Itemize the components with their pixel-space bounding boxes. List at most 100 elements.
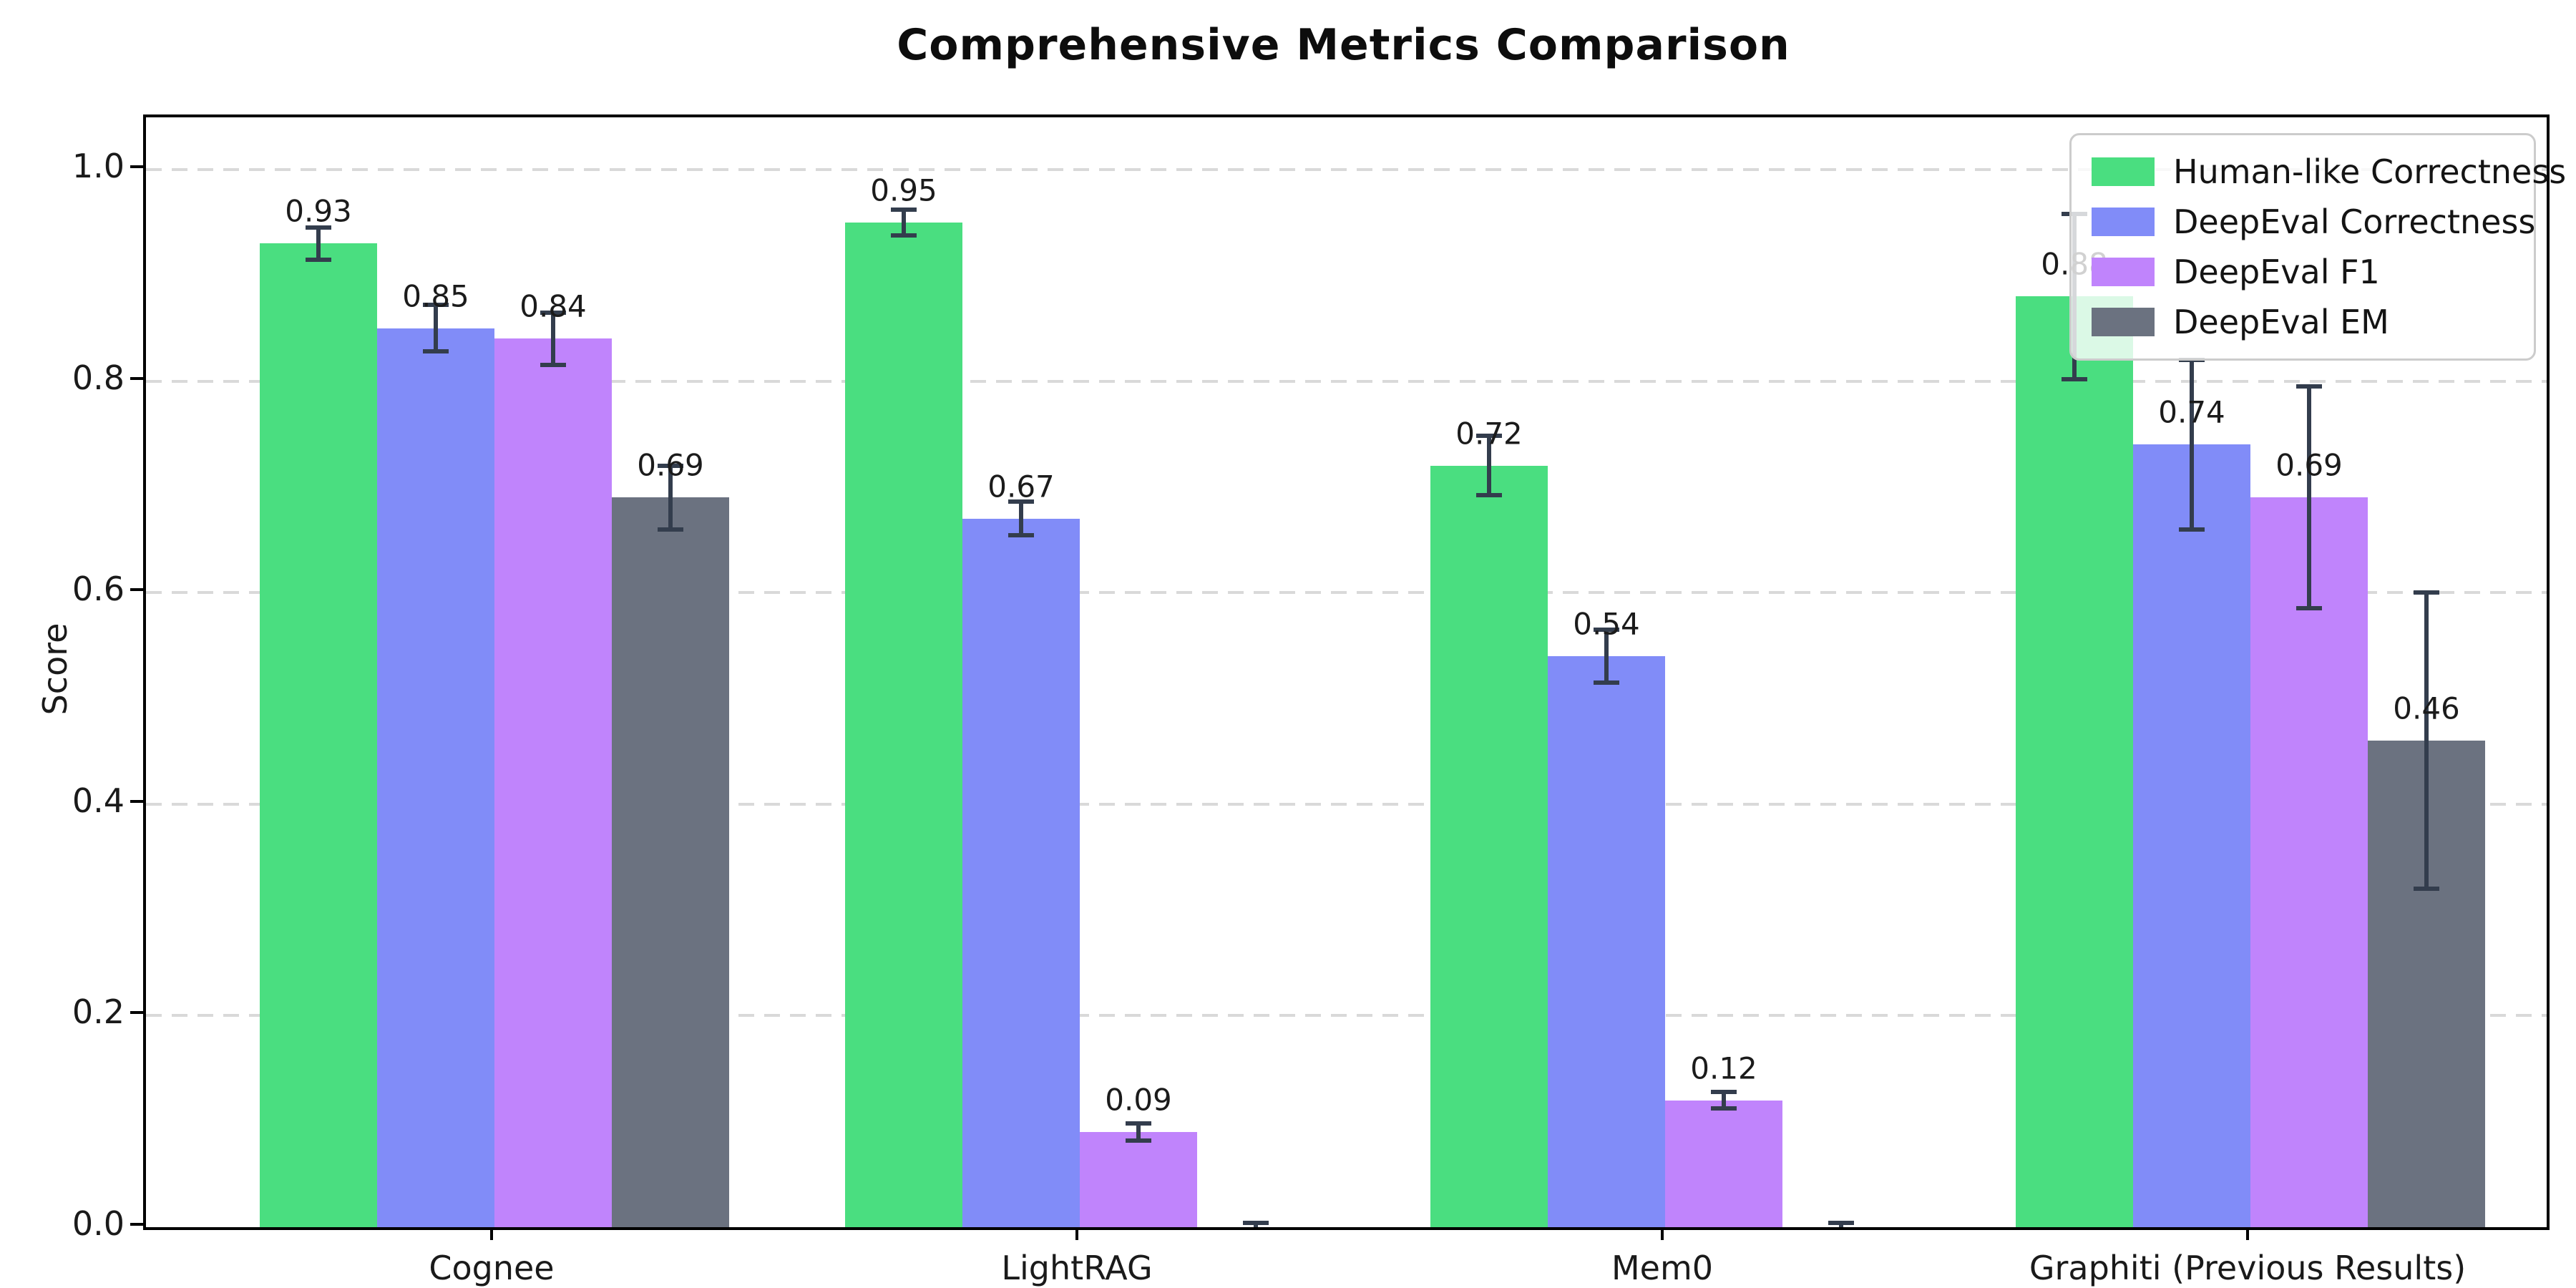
legend-swatch (2092, 258, 2155, 286)
bar (612, 497, 729, 1227)
legend-label: DeepEval Correctness (2173, 203, 2536, 241)
error-bar (668, 465, 673, 530)
bar-value-label: 0.85 (402, 278, 469, 314)
error-bar-cap (1711, 1106, 1737, 1111)
gridline (146, 379, 2547, 383)
error-bar (551, 312, 555, 366)
bar-value-label: 0.72 (1455, 416, 1523, 452)
error-bar-cap (1476, 434, 1502, 439)
error-bar (316, 228, 321, 260)
y-tick-label: 0.0 (72, 1204, 125, 1243)
bar (2133, 444, 2250, 1227)
bar (1665, 1100, 1782, 1227)
error-bar-cap (306, 225, 331, 230)
error-bar-cap (1243, 1221, 1269, 1226)
error-bar-cap (2179, 527, 2205, 532)
error-bar-cap (891, 233, 917, 238)
y-tick-label: 0.4 (72, 781, 125, 820)
bar (1430, 465, 1548, 1227)
y-tick-label: 0.8 (72, 358, 125, 397)
x-tick-label: LightRAG (1001, 1249, 1153, 1287)
error-bar (2307, 386, 2311, 609)
gridline (146, 1014, 2547, 1018)
legend-item: DeepEval Correctness (2092, 203, 2535, 241)
error-bar-cap (306, 257, 331, 262)
error-bar (1136, 1123, 1141, 1141)
x-tick (2246, 1227, 2249, 1240)
error-bar-cap (1008, 533, 1034, 538)
bar-value-label: 0.69 (637, 447, 704, 483)
bar-value-label: 0.95 (870, 172, 937, 208)
bar-value-label: 0.69 (2275, 447, 2343, 483)
bar (2016, 296, 2133, 1227)
y-tick-label: 1.0 (72, 147, 125, 185)
error-bar (1722, 1091, 1726, 1109)
legend-item: DeepEval EM (2092, 303, 2514, 341)
gridline (146, 591, 2547, 595)
legend: Human-like Correctness DeepEval Correctne… (2069, 133, 2566, 361)
bar (845, 222, 962, 1227)
error-bar-cap (2062, 376, 2087, 381)
bar (1080, 1131, 1197, 1227)
bar-value-label: 0.54 (1573, 606, 1640, 642)
x-tick (1075, 1227, 1078, 1240)
y-tick (130, 1223, 143, 1226)
error-bar-cap (1711, 1089, 1737, 1094)
error-bar-cap (1828, 1229, 1854, 1230)
y-axis-label: Score (36, 623, 74, 716)
bar-value-label: 0.12 (1690, 1050, 1757, 1086)
bar-value-label: 0.74 (2158, 394, 2225, 430)
y-tick (130, 1011, 143, 1015)
legend-swatch (2092, 208, 2155, 236)
bar (1548, 655, 1665, 1227)
legend-label: Human-like Correctness (2173, 152, 2567, 191)
error-bar-cap (540, 363, 566, 368)
x-tick (490, 1227, 493, 1240)
error-bar-cap (423, 303, 449, 308)
x-tick-label: Graphiti (Previous Results) (2029, 1249, 2467, 1287)
y-tick (130, 588, 143, 592)
bar-value-label: 0.46 (2393, 691, 2460, 726)
bar (494, 338, 612, 1227)
y-tick (130, 165, 143, 168)
error-bar (1019, 502, 1023, 536)
error-bar (2190, 360, 2194, 530)
error-bar-cap (2414, 590, 2439, 595)
legend-item: Human-like Correctness (2092, 152, 2566, 191)
error-bar-cap (423, 349, 449, 354)
error-bar-cap (1594, 680, 1619, 685)
bar (2250, 497, 2368, 1227)
bar-value-label: 0.67 (987, 469, 1055, 504)
error-bar-cap (2296, 606, 2322, 611)
chart-title: Comprehensive Metrics Comparison (897, 20, 1790, 70)
error-bar-cap (658, 527, 683, 532)
legend-label: DeepEval EM (2173, 303, 2389, 341)
legend-item: DeepEval F1 (2092, 253, 2514, 291)
error-bar-cap (540, 310, 566, 315)
x-tick-label: Cognee (429, 1249, 555, 1287)
bar (260, 243, 377, 1227)
legend-label: DeepEval F1 (2173, 253, 2380, 291)
gridline (146, 168, 2547, 171)
x-tick-label: Mem0 (1611, 1249, 1714, 1287)
bar-value-label: 0.93 (285, 193, 352, 229)
bar (377, 328, 494, 1227)
y-tick (130, 376, 143, 380)
error-bar-cap (1594, 627, 1619, 632)
error-bar (902, 210, 906, 235)
error-bar-cap (1243, 1229, 1269, 1230)
y-tick-label: 0.6 (72, 570, 125, 609)
error-bar-cap (1126, 1121, 1151, 1126)
error-bar-cap (1828, 1221, 1854, 1226)
error-bar (434, 305, 438, 352)
y-tick (130, 799, 143, 803)
x-tick (1661, 1227, 1664, 1240)
gridline (146, 802, 2547, 806)
error-bar-cap (1476, 493, 1502, 498)
error-bar-cap (2414, 887, 2439, 892)
bar (962, 518, 1080, 1227)
legend-swatch (2092, 308, 2155, 336)
bar-value-label: 0.84 (519, 288, 587, 324)
error-bar (1604, 629, 1609, 683)
